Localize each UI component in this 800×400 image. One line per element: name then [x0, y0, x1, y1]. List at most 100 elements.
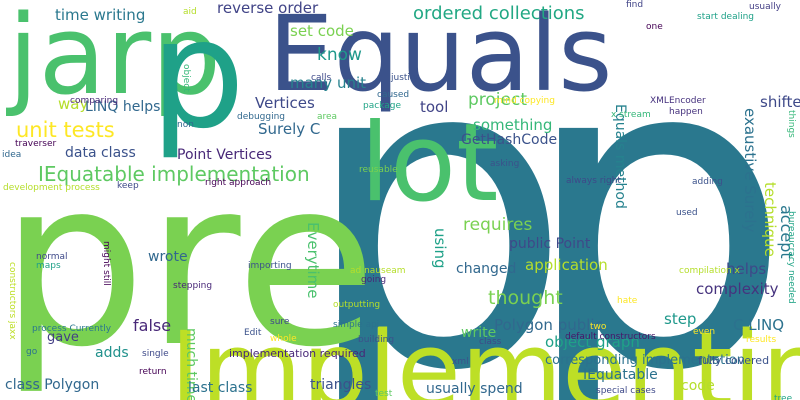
cloud-word-default-constructors: default constructors [565, 332, 656, 342]
cloud-word-development-process: development process [3, 183, 100, 193]
cloud-word-test: test [375, 389, 393, 399]
cloud-word-reverse-order: reverse order [217, 0, 319, 17]
cloud-word-last-class: last class [188, 380, 253, 396]
cloud-word-compilation-x: compilation x [679, 266, 740, 276]
cloud-word-results: results [746, 335, 777, 345]
cloud-word-traverser: traverser [15, 139, 57, 149]
cloud-word-start-dealing: start dealing [697, 12, 755, 22]
cloud-word-requires: requires [463, 215, 533, 235]
cloud-word-class-polygon: class Polygon [5, 377, 100, 393]
cloud-word-c-linq: C LINQ [733, 316, 785, 334]
cloud-word-caused: caused [377, 90, 410, 100]
cloud-word-whole: whole [270, 334, 297, 344]
cloud-word-thought: thought [488, 287, 563, 309]
cloud-word-aid: aid [183, 7, 197, 17]
cloud-word-simple-api: simple api [333, 320, 380, 330]
cloud-word-gave: gave [47, 330, 79, 345]
cloud-word-calls: calls [311, 73, 332, 83]
cloud-word-idea: idea [2, 150, 22, 160]
cloud-word-asking: asking [490, 159, 520, 169]
cloud-word-even: even [693, 327, 716, 337]
cloud-word-corresponding-implementation: corresponding implementation [545, 353, 745, 368]
cloud-word-jarp: jarp [8, 0, 222, 119]
cloud-word-wrote: wrote [148, 249, 188, 265]
cloud-word-constructors-jaxx: constructors jaxx [7, 262, 17, 340]
cloud-word-non: non [177, 120, 194, 130]
cloud-word-always-right: always right [566, 176, 621, 186]
cloud-word-xml: xml [452, 357, 469, 367]
cloud-word-ad-nauseam: ad nauseam [350, 266, 406, 276]
cloud-word-right-approach: right approach [205, 178, 272, 188]
cloud-word-hate: hate [617, 296, 638, 306]
cloud-word-comparing: comparing [70, 96, 119, 106]
cloud-word-iequatable: IEquatable [583, 367, 658, 383]
cloud-word-tree: tree [774, 394, 793, 400]
cloud-word-way: way [58, 95, 89, 113]
cloud-word-stepping: stepping [173, 281, 213, 291]
cloud-word-using: using [431, 228, 449, 269]
cloud-word-object: object [181, 64, 191, 92]
cloud-word-find: find [626, 0, 644, 10]
cloud-word-vertices: Vertices [255, 94, 315, 112]
cloud-word-debugging: debugging [237, 112, 286, 122]
cloud-word-two: two [590, 322, 607, 332]
cloud-word-might-still: might still [101, 241, 111, 286]
cloud-word-mind-copying: mind copying [494, 96, 555, 106]
cloud-word-package: package [363, 101, 401, 111]
cloud-word-p: p [520, 0, 793, 400]
cloud-word-object-graph: object graph [545, 333, 640, 351]
cloud-word-step: step [664, 310, 697, 328]
cloud-word-usually-spend: usually spend [426, 381, 523, 397]
cloud-word-go: go [26, 347, 38, 357]
cloud-word-polygon-public: Polygon public [494, 316, 603, 334]
cloud-word-data-class: data class [65, 145, 136, 161]
cloud-word-point-vertices: Point Vertices [177, 147, 273, 163]
cloud-word-something: something [473, 116, 553, 134]
cloud-word-write: write [461, 325, 497, 341]
cloud-word-keep: keep [117, 181, 139, 191]
cloud-word-triangles: triangles [310, 377, 372, 393]
cloud-word-process-currently: process Currently [32, 324, 112, 334]
cloud-word-ordered-collections: ordered collections [413, 3, 585, 24]
cloud-word-building: building [358, 335, 395, 345]
cloud-word-application: application [525, 256, 608, 274]
cloud-word-maps: maps [36, 261, 61, 271]
cloud-word-pre: pre [0, 131, 378, 398]
cloud-word-going: going [361, 275, 387, 285]
cloud-word-tool: tool [420, 98, 449, 116]
cloud-word-normal: normal [36, 252, 68, 262]
cloud-word-area: area [317, 112, 338, 122]
cloud-word-surely-c: Surely C [258, 120, 321, 138]
cloud-word-p: p [300, 0, 573, 400]
cloud-word-linq-helps: LINQ helps [85, 99, 161, 115]
cloud-word-false: false [133, 316, 172, 335]
cloud-word-xmlencoder: XMLEncoder [650, 96, 706, 106]
cloud-word-single: single [142, 349, 169, 359]
cloud-word-x-stream: x stream [611, 110, 651, 120]
cloud-word-implementing: Implementing [170, 309, 800, 400]
cloud-word-unit-tests: unit tests [16, 118, 115, 142]
cloud-word-p: p [150, 0, 246, 162]
cloud-word-bureaucracy-needed: bureaucracy needed [786, 211, 796, 304]
cloud-word-technique: technique [761, 182, 779, 257]
cloud-word-importing: importing [248, 261, 292, 271]
cloud-word-exaustive-surely: exaustive Surely [741, 108, 759, 233]
cloud-word-public-point: public Point [509, 236, 591, 252]
cloud-word-know: know [317, 45, 362, 65]
cloud-word-helps: helps [726, 260, 767, 278]
cloud-word-happen: happen [669, 107, 703, 117]
cloud-word-things: things [786, 110, 796, 138]
cloud-word-fully-covered: fully covered [698, 354, 770, 367]
cloud-word-time-writing: time writing [55, 6, 146, 24]
cloud-word-lot: lot [360, 101, 499, 226]
cloud-word-reusable: reusable [359, 165, 398, 175]
cloud-word-set-code: set code [290, 22, 354, 40]
cloud-word-changed: changed [456, 261, 517, 277]
cloud-word-project: project [468, 90, 528, 110]
cloud-word-return: return [139, 367, 167, 377]
cloud-word-class: class [479, 337, 502, 347]
cloud-word-everytime: Everytime [304, 222, 322, 299]
cloud-word-usually: usually [749, 2, 781, 12]
